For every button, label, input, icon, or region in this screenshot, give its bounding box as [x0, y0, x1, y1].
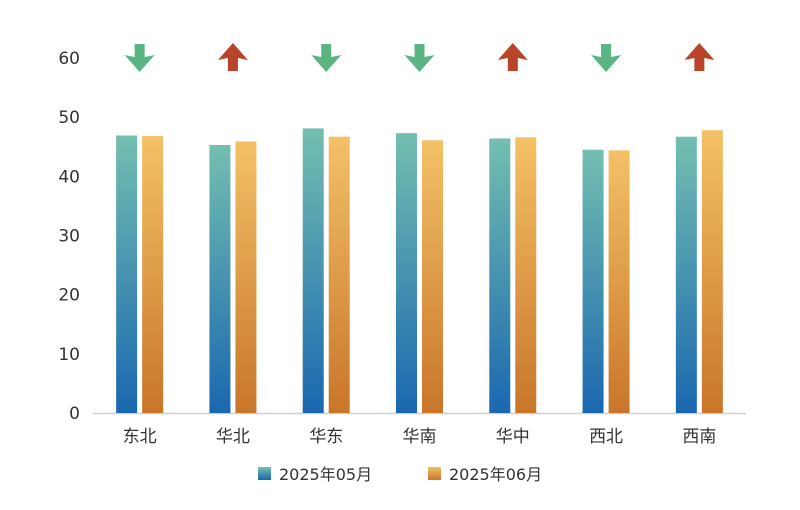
legend-label-2: 2025年06月 — [449, 465, 542, 484]
y-tick-label: 60 — [58, 49, 80, 69]
trend-arrows — [124, 43, 715, 72]
arrow-up-icon — [217, 43, 248, 71]
bar-1-3 — [302, 128, 324, 414]
x-tick-label: 华北 — [216, 427, 250, 447]
legend-swatch-1 — [258, 467, 271, 480]
legend: 2025年05月 2025年06月 — [258, 465, 542, 484]
x-tick-label: 华中 — [496, 427, 530, 447]
x-tick-label: 华东 — [309, 427, 343, 447]
bar-1-1 — [116, 135, 138, 413]
y-tick-label: 0 — [69, 404, 80, 424]
bar-2-7 — [701, 130, 723, 413]
bar-1-5 — [489, 138, 511, 413]
bar-2-2 — [235, 141, 257, 414]
arrow-up-icon — [684, 43, 715, 71]
arrow-down-icon — [124, 44, 155, 72]
bar-2-5 — [515, 137, 537, 414]
y-tick-label: 10 — [58, 345, 80, 365]
bar-1-7 — [675, 136, 697, 414]
y-tick-label: 30 — [58, 227, 80, 247]
bar-2-1 — [142, 136, 164, 413]
x-tick-label: 华南 — [403, 427, 437, 447]
bar-1-6 — [582, 149, 604, 414]
bar-1-4 — [396, 133, 417, 413]
y-tick-label: 50 — [58, 108, 80, 128]
bar-2-6 — [608, 150, 630, 414]
x-tick-label: 西北 — [589, 427, 623, 447]
x-axis-tick-labels: 东北 华北 华东 华南 华中 西北 西南 — [123, 427, 717, 447]
bar-2-3 — [328, 136, 350, 414]
arrow-up-icon — [497, 43, 528, 71]
y-tick-label: 40 — [58, 167, 80, 187]
y-tick-label: 20 — [58, 286, 80, 306]
legend-label-1: 2025年05月 — [279, 465, 372, 484]
x-tick-label: 东北 — [123, 427, 157, 447]
bar-1-2 — [209, 144, 231, 413]
legend-swatch-2 — [428, 467, 441, 480]
arrow-down-icon — [311, 44, 342, 72]
x-tick-label: 西南 — [682, 427, 716, 447]
bar-2-4 — [422, 140, 443, 413]
arrow-down-icon — [404, 44, 435, 72]
arrow-down-icon — [591, 44, 622, 72]
y-axis-tick-labels: 0 10 20 30 40 50 60 — [58, 49, 80, 424]
bars — [116, 128, 723, 414]
